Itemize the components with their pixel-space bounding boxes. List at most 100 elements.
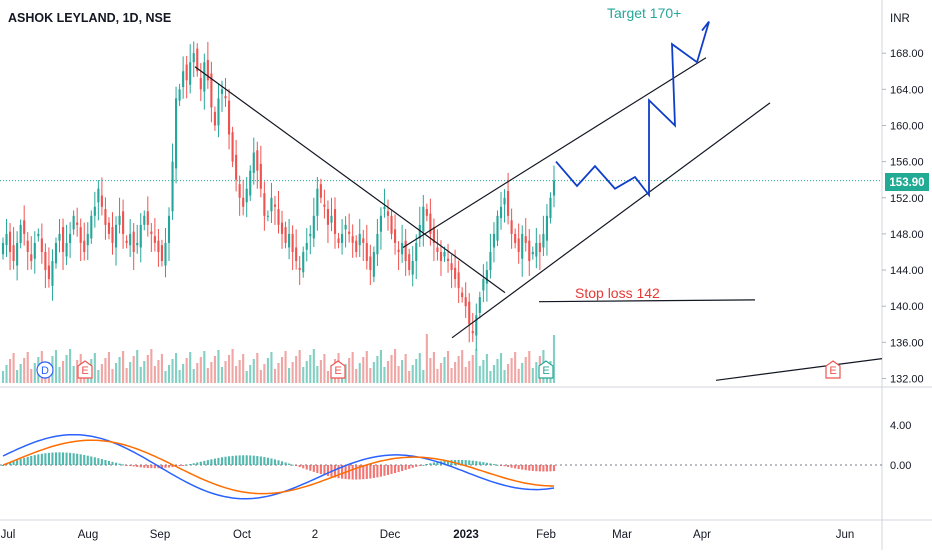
candle-body[interactable]: [153, 236, 156, 243]
candle-body[interactable]: [457, 272, 460, 289]
candle-body[interactable]: [312, 215, 315, 239]
candle-body[interactable]: [65, 242, 68, 257]
candle-body[interactable]: [86, 233, 89, 246]
candle-body[interactable]: [404, 240, 407, 262]
candlesticks[interactable]: [1, 41, 556, 351]
candle-body[interactable]: [531, 251, 534, 255]
candle-body[interactable]: [175, 98, 178, 169]
candle-body[interactable]: [485, 270, 488, 284]
candle-body[interactable]: [76, 222, 79, 225]
candle-body[interactable]: [69, 233, 72, 243]
candle-body[interactable]: [104, 209, 107, 225]
candle-body[interactable]: [139, 224, 142, 248]
candle-body[interactable]: [157, 240, 160, 252]
candle-body[interactable]: [538, 242, 541, 252]
candle-body[interactable]: [316, 188, 319, 216]
candle-body[interactable]: [362, 238, 365, 243]
candle-body[interactable]: [256, 150, 259, 171]
candle-body[interactable]: [309, 233, 312, 237]
candle-body[interactable]: [90, 215, 93, 239]
candle-body[interactable]: [521, 233, 524, 259]
candle-body[interactable]: [507, 190, 510, 216]
candle-body[interactable]: [284, 227, 287, 243]
candle-body[interactable]: [503, 197, 506, 205]
candle-body[interactable]: [30, 254, 33, 262]
candle-body[interactable]: [411, 261, 414, 275]
candle-body[interactable]: [40, 238, 43, 252]
candle-body[interactable]: [9, 231, 12, 252]
candle-body[interactable]: [160, 245, 164, 262]
candle-body[interactable]: [217, 98, 220, 126]
candle-body[interactable]: [552, 180, 556, 196]
candle-body[interactable]: [189, 62, 192, 85]
candle-body[interactable]: [242, 197, 245, 207]
candle-body[interactable]: [379, 215, 382, 232]
candle-body[interactable]: [23, 220, 26, 234]
candle-body[interactable]: [171, 161, 174, 212]
candle-body[interactable]: [114, 224, 118, 248]
candle-body[interactable]: [58, 233, 61, 241]
downtrend-line[interactable]: [194, 66, 506, 294]
candle-body[interactable]: [482, 279, 485, 291]
candle-body[interactable]: [348, 231, 351, 234]
candle-body[interactable]: [436, 247, 439, 252]
candle-body[interactable]: [252, 152, 255, 173]
candle-body[interactable]: [178, 89, 181, 101]
candle-body[interactable]: [489, 251, 492, 271]
candle-body[interactable]: [100, 195, 103, 207]
candle-body[interactable]: [231, 132, 234, 162]
candle-body[interactable]: [528, 240, 531, 262]
candle-body[interactable]: [164, 242, 167, 266]
candle-body[interactable]: [422, 206, 425, 232]
candle-body[interactable]: [372, 251, 375, 277]
candle-body[interactable]: [12, 245, 15, 262]
candle-body[interactable]: [369, 256, 372, 271]
candle-body[interactable]: [446, 258, 450, 262]
candle-body[interactable]: [323, 204, 326, 207]
candle-body[interactable]: [330, 215, 333, 223]
candle-body[interactable]: [326, 209, 330, 225]
candle-body[interactable]: [213, 111, 216, 126]
candle-body[interactable]: [461, 292, 464, 298]
extended-trend-line[interactable]: [715, 358, 883, 381]
event-marker-earnings[interactable]: E: [330, 360, 346, 379]
candle-body[interactable]: [203, 62, 206, 92]
stop-loss-line[interactable]: [538, 299, 756, 303]
candle-body[interactable]: [471, 331, 474, 334]
candle-body[interactable]: [415, 242, 418, 262]
candle-body[interactable]: [408, 254, 411, 271]
candle-body[interactable]: [390, 215, 393, 234]
candle-body[interactable]: [122, 211, 125, 234]
candle-body[interactable]: [220, 89, 224, 94]
candle-body[interactable]: [277, 209, 280, 225]
candle-body[interactable]: [443, 251, 446, 257]
event-marker-earnings[interactable]: E: [77, 360, 93, 379]
candle-body[interactable]: [245, 188, 248, 203]
candle-body[interactable]: [478, 297, 481, 313]
trend-drawings[interactable]: [0, 21, 883, 381]
candle-body[interactable]: [107, 222, 111, 234]
candle-body[interactable]: [235, 154, 238, 180]
candle-body[interactable]: [47, 265, 50, 280]
candle-body[interactable]: [16, 242, 19, 266]
candle-body[interactable]: [118, 215, 121, 225]
candle-body[interactable]: [376, 233, 379, 255]
candle-body[interactable]: [492, 233, 496, 248]
candle-body[interactable]: [288, 233, 291, 248]
event-marker-dividend[interactable]: D: [36, 361, 54, 379]
candle-body[interactable]: [249, 170, 252, 196]
candle-body[interactable]: [337, 238, 340, 243]
candle-body[interactable]: [393, 229, 397, 243]
candle-body[interactable]: [129, 233, 132, 246]
candle-body[interactable]: [535, 242, 538, 257]
candle-body[interactable]: [302, 251, 305, 273]
candle-body[interactable]: [280, 222, 284, 234]
event-marker-earnings[interactable]: E: [825, 360, 841, 379]
candle-body[interactable]: [295, 247, 298, 262]
candle-body[interactable]: [263, 193, 266, 216]
candle-body[interactable]: [358, 233, 361, 246]
candle-body[interactable]: [224, 96, 227, 99]
candle-body[interactable]: [549, 197, 552, 219]
